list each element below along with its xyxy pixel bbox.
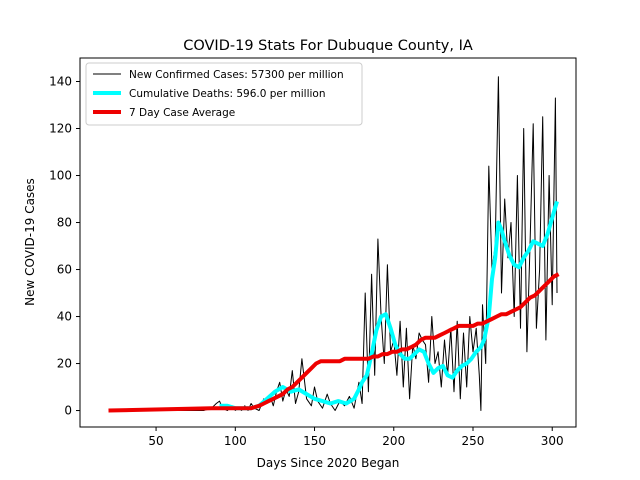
x-tick-label: 300 [541,434,564,448]
y-tick-label: 60 [57,263,72,277]
y-tick-label: 140 [49,75,72,89]
y-axis-label: New COVID-19 Cases [23,178,37,306]
legend-box [85,62,363,126]
series-line-7-day-case-average [108,272,560,413]
legend-label-cumulative-deaths: Cumulative Deaths: 596.0 per million [129,88,326,100]
x-tick-label: 250 [462,434,485,448]
legend: New Confirmed Cases: 57300 per million C… [85,62,363,126]
y-tick-label: 20 [57,357,72,371]
y-tick-label: 0 [64,404,72,418]
x-tick-label: 150 [303,434,326,448]
chart-title: COVID-19 Stats For Dubuque County, IA [183,38,473,54]
y-axis: 0 20 40 60 80 100 120 140 [49,75,80,418]
y-tick-label: 100 [49,169,72,183]
legend-label-case-average: 7 Day Case Average [129,107,235,119]
x-tick-label: 100 [224,434,247,448]
legend-label-new-cases: New Confirmed Cases: 57300 per million [129,69,344,81]
series-layer [108,76,560,413]
x-tick-label: 50 [148,434,163,448]
y-tick-label: 120 [49,122,72,136]
x-axis-label: Days Since 2020 Began [257,456,400,470]
y-tick-label: 80 [57,216,72,230]
series-line-cumulative-deaths-596-0-per-million [219,200,559,411]
x-axis: 50 100 150 200 250 300 [148,427,564,448]
y-tick-label: 40 [57,310,72,324]
plot-frame [79,57,577,428]
x-tick-label: 200 [382,434,405,448]
